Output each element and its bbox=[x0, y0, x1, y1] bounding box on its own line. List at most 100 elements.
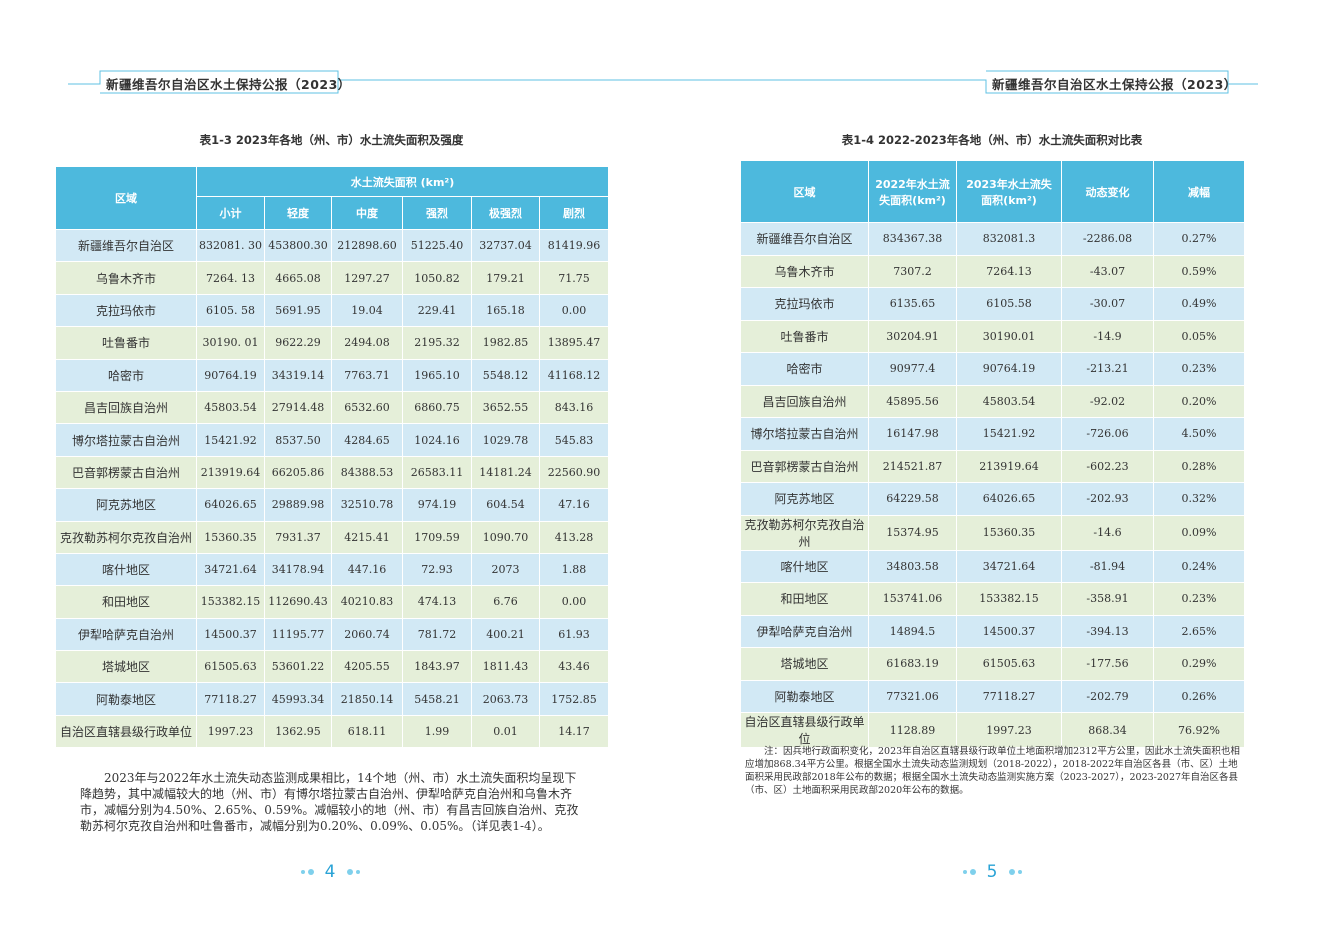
table-cell: 61505.63 bbox=[956, 647, 1062, 681]
column-header: 2022年水土流失面积(km²) bbox=[868, 160, 957, 223]
table-cell: 61683.19 bbox=[868, 647, 957, 681]
table-cell: 6105. 58 bbox=[196, 293, 265, 328]
table-cell: 1128.89 bbox=[868, 712, 957, 748]
table-cell: 5458.21 bbox=[402, 682, 472, 716]
table-cell: 4.50% bbox=[1153, 417, 1245, 451]
table-cell: 2063.73 bbox=[471, 682, 540, 716]
table-cell: 32510.78 bbox=[331, 488, 403, 522]
table-cell: 6105.58 bbox=[956, 287, 1062, 321]
table-cell: 自治区直辖县级行政单位 bbox=[740, 712, 869, 748]
table-cell: 47.16 bbox=[538, 488, 610, 522]
table-cell: 0.20% bbox=[1153, 384, 1245, 418]
table-row: 昌吉回族自治州 45895.56 45803.54 -92.02 0.20% bbox=[740, 384, 1245, 418]
table-cell: 0.59% bbox=[1153, 254, 1245, 288]
table-cell: 2.65% bbox=[1153, 614, 1245, 648]
table-cell: 11195.77 bbox=[264, 617, 332, 652]
table-cell: 153382.15 bbox=[196, 585, 265, 619]
table-cell: 61.93 bbox=[538, 617, 610, 652]
table-cell: 2494.08 bbox=[331, 326, 403, 360]
table-cell: 34721.64 bbox=[956, 549, 1062, 583]
table-cell: 0.26% bbox=[1153, 679, 1245, 713]
table-cell: 77118.27 bbox=[196, 682, 265, 716]
table-cell: 6860.75 bbox=[402, 390, 472, 425]
table-cell: 1709.59 bbox=[402, 520, 472, 554]
table-cell: 153741.06 bbox=[868, 582, 957, 616]
table-cell: 0.01 bbox=[471, 714, 540, 749]
table-cell: -14.9 bbox=[1061, 319, 1154, 353]
table-cell: 4205.55 bbox=[331, 650, 403, 684]
table-cell: 179.21 bbox=[471, 261, 540, 295]
table-cell: 14181.24 bbox=[471, 455, 540, 490]
table-cell: 0.00 bbox=[538, 293, 610, 328]
header-row: 区域 2022年水土流失面积(km²) 2023年水土流失面积(km²) 动态变化 减幅 bbox=[740, 160, 1245, 223]
table-cell: 61505.63 bbox=[196, 650, 265, 684]
table-cell: 4215.41 bbox=[331, 520, 403, 554]
table-cell: 22560.90 bbox=[538, 455, 610, 490]
table-cell: 1029.78 bbox=[471, 423, 540, 457]
table-row: 塔城地区 61683.19 61505.63 -177.56 0.29% bbox=[740, 647, 1245, 681]
table-cell: 1024.16 bbox=[402, 423, 472, 457]
table-cell: 6.76 bbox=[471, 585, 540, 619]
table-cell: 618.11 bbox=[331, 714, 403, 749]
table-cell: 塔城地区 bbox=[55, 650, 197, 684]
table-cell: 7264. 13 bbox=[196, 261, 265, 295]
table-cell: 0.23% bbox=[1153, 582, 1245, 616]
table-row: 克孜勒苏柯尔克孜自治州 15374.95 15360.35 -14.6 0.09% bbox=[740, 514, 1245, 551]
table-cell: -602.23 bbox=[1061, 449, 1154, 483]
table-cell: 乌鲁木齐市 bbox=[55, 261, 197, 295]
table-cell: 868.34 bbox=[1061, 712, 1154, 748]
table-cell: 1050.82 bbox=[402, 261, 472, 295]
table-cell: 3652.55 bbox=[471, 390, 540, 425]
table-cell: 克孜勒苏柯尔克孜自治州 bbox=[740, 514, 869, 551]
table-cell: 84388.53 bbox=[331, 455, 403, 490]
table-cell: 81419.96 bbox=[538, 228, 610, 263]
table-cell: 0.49% bbox=[1153, 287, 1245, 321]
table-cell: 16147.98 bbox=[868, 417, 957, 451]
table-cell: 0.24% bbox=[1153, 549, 1245, 583]
table-cell: 153382.15 bbox=[956, 582, 1062, 616]
table-cell: 77321.06 bbox=[868, 679, 957, 713]
table-cell: 53601.22 bbox=[264, 650, 332, 684]
table-cell: 604.54 bbox=[471, 488, 540, 522]
table-cell: 2195.32 bbox=[402, 326, 472, 360]
table-cell: 45803.54 bbox=[196, 390, 265, 425]
table-cell: 843.16 bbox=[538, 390, 610, 425]
table-note: 注：因兵地行政面积变化，2023年自治区直辖县级行政单位土地面积增加2312平方… bbox=[745, 746, 1240, 796]
table-cell: 昌吉回族自治州 bbox=[740, 384, 869, 418]
column-header: 强烈 bbox=[402, 196, 472, 230]
page-number: 5 bbox=[986, 862, 998, 882]
table-cell: -394.13 bbox=[1061, 614, 1154, 648]
table-cell: 66205.86 bbox=[264, 455, 332, 490]
table-title: 表1-4 2022-2023年各地（州、市）水土流失面积对比表 bbox=[841, 133, 1143, 147]
table-cell: 15360.35 bbox=[196, 520, 265, 554]
table-cell: 9622.29 bbox=[264, 326, 332, 360]
table-cell: 545.83 bbox=[538, 423, 610, 457]
table-cell: 0.23% bbox=[1153, 352, 1245, 386]
table-title: 表1-3 2023年各地（州、市）水土流失面积及强度 bbox=[199, 133, 464, 147]
column-header: 水土流失面积 (km²) bbox=[195, 166, 610, 197]
table-row: 哈密市 90977.4 90764.19 -213.21 0.23% bbox=[740, 352, 1245, 386]
table-cell: -202.79 bbox=[1061, 679, 1154, 713]
table-cell: 212898.60 bbox=[331, 228, 403, 263]
table-cell: 453800.30 bbox=[264, 228, 332, 263]
table-row: 乌鲁木齐市 7264. 13 4665.08 1297.27 1050.82 179.21… bbox=[55, 261, 610, 295]
table-cell: 阿勒泰地区 bbox=[55, 682, 197, 716]
table-cell: 哈密市 bbox=[55, 358, 197, 392]
table-cell: 克孜勒苏柯尔克孜自治州 bbox=[55, 520, 197, 554]
table-cell: 5548.12 bbox=[471, 358, 540, 392]
table-cell: 19.04 bbox=[331, 293, 403, 328]
table-cell: 1297.27 bbox=[331, 261, 403, 295]
table-cell: 和田地区 bbox=[55, 585, 197, 619]
table-cell: 0.27% bbox=[1153, 222, 1245, 256]
column-header: 2023年水土流失面积(km²) bbox=[956, 160, 1062, 223]
table-cell: 51225.40 bbox=[402, 228, 472, 263]
table-cell: 15360.35 bbox=[956, 514, 1062, 551]
table-cell: 974.19 bbox=[402, 488, 472, 522]
table-cell: 2060.74 bbox=[331, 617, 403, 652]
table-row: 塔城地区 61505.63 53601.22 4205.55 1843.97 1811.4… bbox=[55, 650, 610, 684]
table-cell: 自治区直辖县级行政单位 bbox=[55, 714, 197, 749]
table-cell: 832081. 30 bbox=[196, 228, 265, 263]
table-cell: 71.75 bbox=[538, 261, 610, 295]
table-row: 乌鲁木齐市 7307.2 7264.13 -43.07 0.59% bbox=[740, 254, 1245, 288]
table-row: 和田地区 153382.15 112690.43 40210.83 474.13 6.76… bbox=[55, 585, 610, 619]
